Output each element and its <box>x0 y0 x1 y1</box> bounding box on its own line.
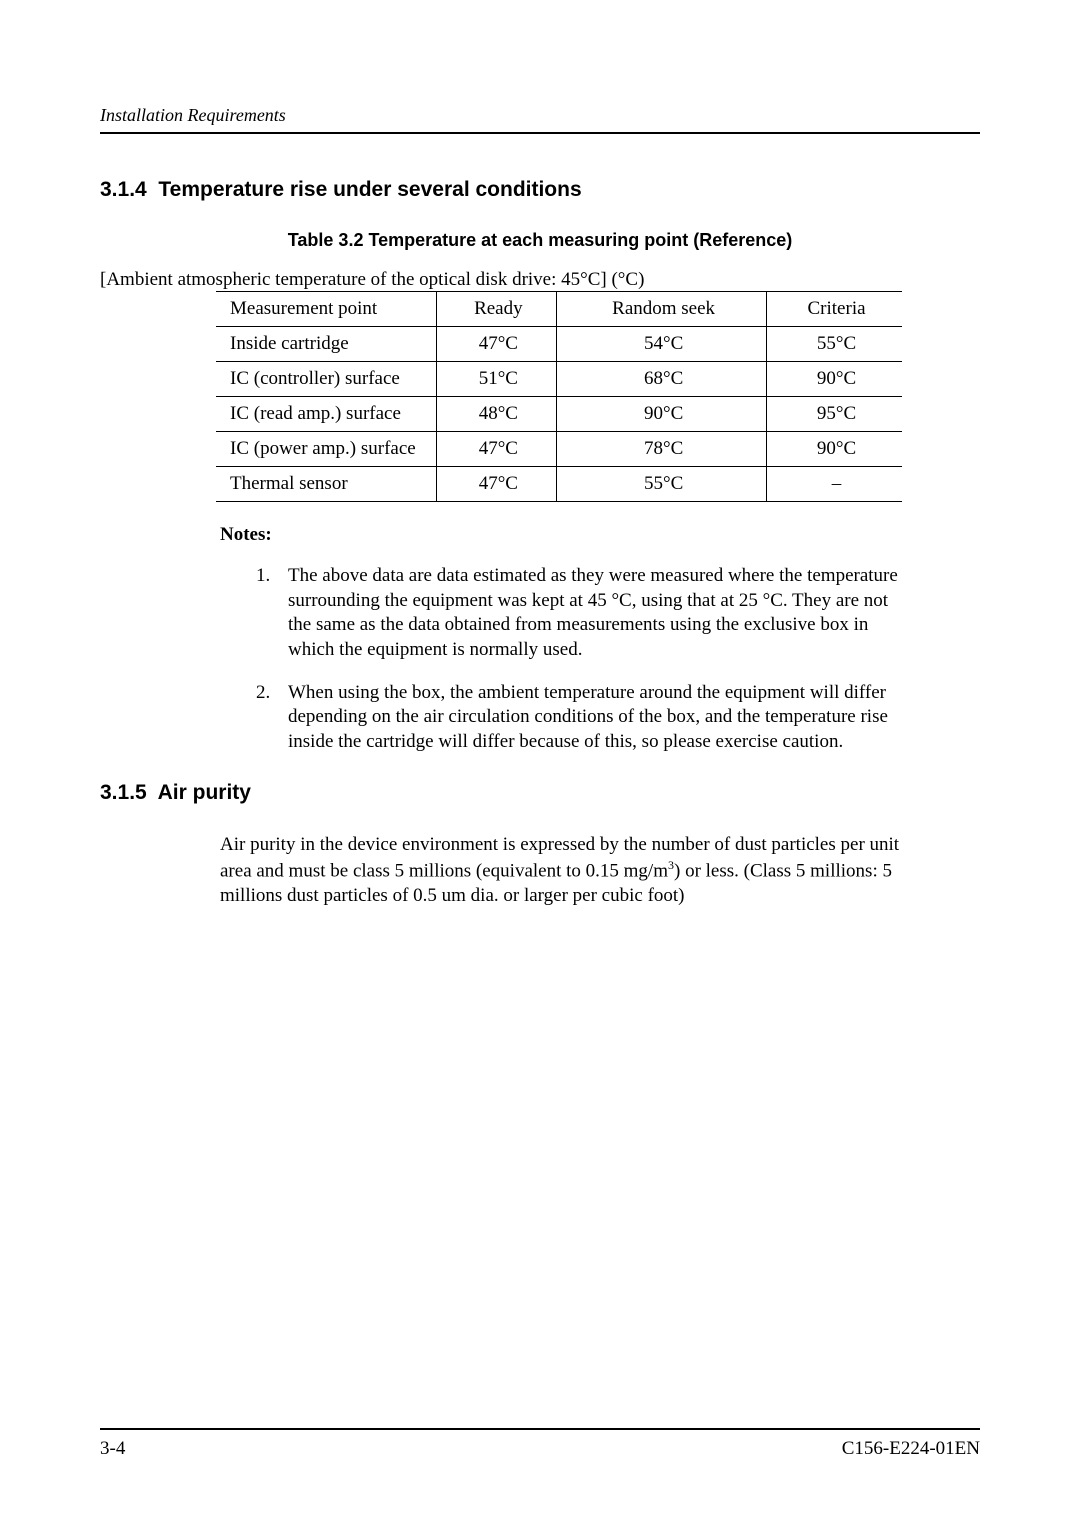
cell-random: 54°C <box>557 327 767 362</box>
cell-random: 90°C <box>557 397 767 432</box>
cell-point: Inside cartridge <box>216 327 436 362</box>
cell-ready: 47°C <box>436 327 557 362</box>
cell-ready: 47°C <box>436 432 557 467</box>
note-text: When using the box, the ambient temperat… <box>288 681 900 755</box>
table-row: Inside cartridge 47°C 54°C 55°C <box>216 327 902 362</box>
cell-point: IC (controller) surface <box>216 362 436 397</box>
header-rule <box>100 132 980 134</box>
cell-random: 78°C <box>557 432 767 467</box>
page-number: 3-4 <box>100 1438 125 1460</box>
section-314-number: 3.1.4 <box>100 178 147 201</box>
col-random-seek: Random seek <box>557 292 767 327</box>
footer-rule <box>100 1428 980 1430</box>
document-id: C156-E224-01EN <box>842 1438 980 1460</box>
col-ready: Ready <box>436 292 557 327</box>
section-314-title: Temperature rise under several condition… <box>158 178 581 201</box>
table-32-caption: Table 3.2 Temperature at each measuring … <box>100 230 980 251</box>
section-314-heading: 3.1.4 Temperature rise under several con… <box>100 178 980 202</box>
table-header-row: Measurement point Ready Random seek Crit… <box>216 292 902 327</box>
col-measurement-point: Measurement point <box>216 292 436 327</box>
cell-ready: 48°C <box>436 397 557 432</box>
cell-random: 68°C <box>557 362 767 397</box>
cell-ready: 47°C <box>436 467 557 502</box>
page-footer: 3-4 C156-E224-01EN <box>100 1428 980 1460</box>
cell-point: IC (power amp.) surface <box>216 432 436 467</box>
cell-criteria: – <box>767 467 902 502</box>
section-315-heading: 3.1.5 Air purity <box>100 781 980 805</box>
cell-criteria: 95°C <box>767 397 902 432</box>
cell-point: Thermal sensor <box>216 467 436 502</box>
cell-ready: 51°C <box>436 362 557 397</box>
note-item-2: 2. When using the box, the ambient tempe… <box>256 681 900 755</box>
note-item-1: 1. The above data are data estimated as … <box>256 564 900 663</box>
section-315-number: 3.1.5 <box>100 781 147 804</box>
page-container: Installation Requirements 3.1.4 Temperat… <box>0 0 1080 1528</box>
ambient-temperature-line: [Ambient atmospheric temperature of the … <box>100 269 980 291</box>
section-315-title: Air purity <box>158 781 251 804</box>
table-row: IC (read amp.) surface 48°C 90°C 95°C <box>216 397 902 432</box>
cell-criteria: 90°C <box>767 362 902 397</box>
notes-block: Notes: 1. The above data are data estima… <box>220 524 900 755</box>
table-row: Thermal sensor 47°C 55°C – <box>216 467 902 502</box>
cell-criteria: 55°C <box>767 327 902 362</box>
cell-criteria: 90°C <box>767 432 902 467</box>
cell-point: IC (read amp.) surface <box>216 397 436 432</box>
cell-random: 55°C <box>557 467 767 502</box>
note-number: 2. <box>256 681 288 755</box>
running-header: Installation Requirements <box>100 105 980 126</box>
notes-label: Notes: <box>220 524 900 546</box>
air-purity-paragraph: Air purity in the device environment is … <box>220 833 910 908</box>
col-criteria: Criteria <box>767 292 902 327</box>
note-number: 1. <box>256 564 288 663</box>
table-row: IC (controller) surface 51°C 68°C 90°C <box>216 362 902 397</box>
table-row: IC (power amp.) surface 47°C 78°C 90°C <box>216 432 902 467</box>
temperature-table: Measurement point Ready Random seek Crit… <box>216 291 902 502</box>
note-text: The above data are data estimated as the… <box>288 564 900 663</box>
